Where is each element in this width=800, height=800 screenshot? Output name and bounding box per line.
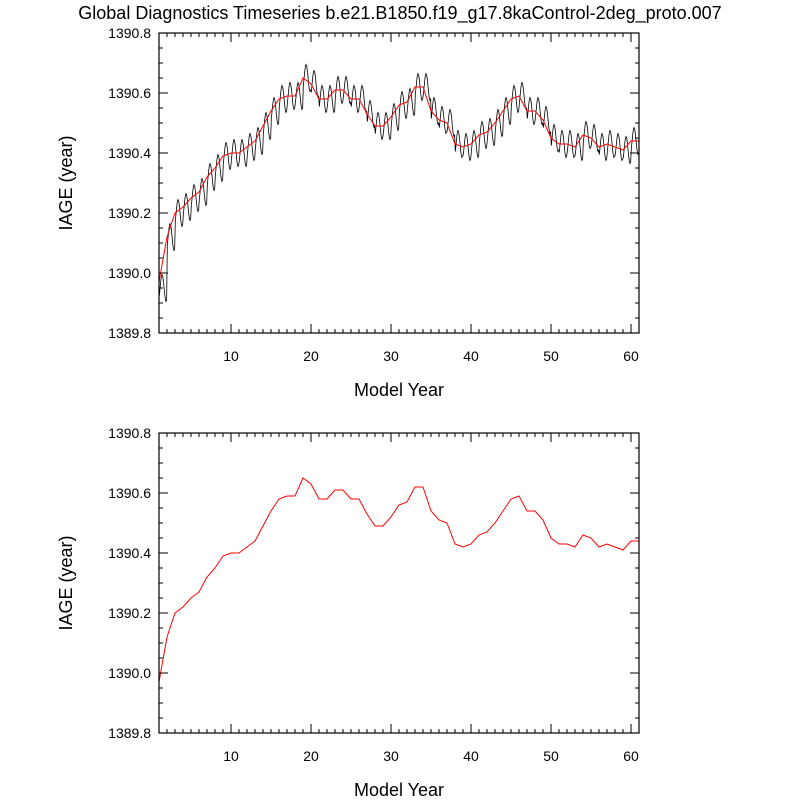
plot-frame: [158, 432, 640, 734]
x-tick-label: 40: [463, 748, 479, 764]
x-tick-label: 50: [543, 748, 559, 764]
y-tick-label: 1390.4: [108, 145, 151, 161]
series-line-annual: [159, 477, 639, 683]
x-tick-label: 20: [303, 748, 319, 764]
series-line-monthly: [159, 63, 639, 303]
y-tick-label: 1390.8: [108, 25, 151, 41]
y-tick-label: 1390.2: [108, 605, 151, 621]
y-tick-label: 1390.2: [108, 205, 151, 221]
x-tick-label: 60: [623, 748, 639, 764]
x-tick-label: 10: [223, 748, 239, 764]
x-tick-label: 20: [303, 348, 319, 364]
plot-frame: [158, 32, 640, 334]
x-tick-label: 10: [223, 348, 239, 364]
y-tick-label: 1390.0: [108, 665, 151, 681]
y-tick-label: 1390.4: [108, 545, 151, 561]
y-tick-label: 1389.8: [108, 725, 151, 741]
x-tick-label: 30: [383, 348, 399, 364]
y-tick-label: 1390.8: [108, 425, 151, 441]
top-timeseries-plot: 10 20 30 40 50 60 1389.8 1390.0 1390.2 1390.4 1390…: [56, 25, 640, 400]
x-axis-label: Model Year: [354, 780, 444, 800]
y-tick-label: 1390.0: [108, 265, 151, 281]
x-tick-label: 50: [543, 348, 559, 364]
figure-title: Global Diagnostics Timeseries b.e21.B185…: [78, 3, 721, 24]
y-tick-label: 1390.6: [108, 85, 151, 101]
x-tick-label: 40: [463, 348, 479, 364]
bottom-annual-plot: 10 20 30 40 50 60 1389.8 1390.0 1390.2 1390.4 1390…: [56, 425, 640, 800]
y-tick-label: 1389.8: [108, 325, 151, 341]
series-line-annual: [159, 77, 639, 283]
y-tick-label: 1390.6: [108, 485, 151, 501]
x-tick-label: 30: [383, 748, 399, 764]
x-axis-label: Model Year: [354, 380, 444, 400]
y-axis-label: IAGE (year): [56, 535, 76, 630]
y-axis-label: IAGE (year): [56, 135, 76, 230]
x-tick-label: 60: [623, 348, 639, 364]
